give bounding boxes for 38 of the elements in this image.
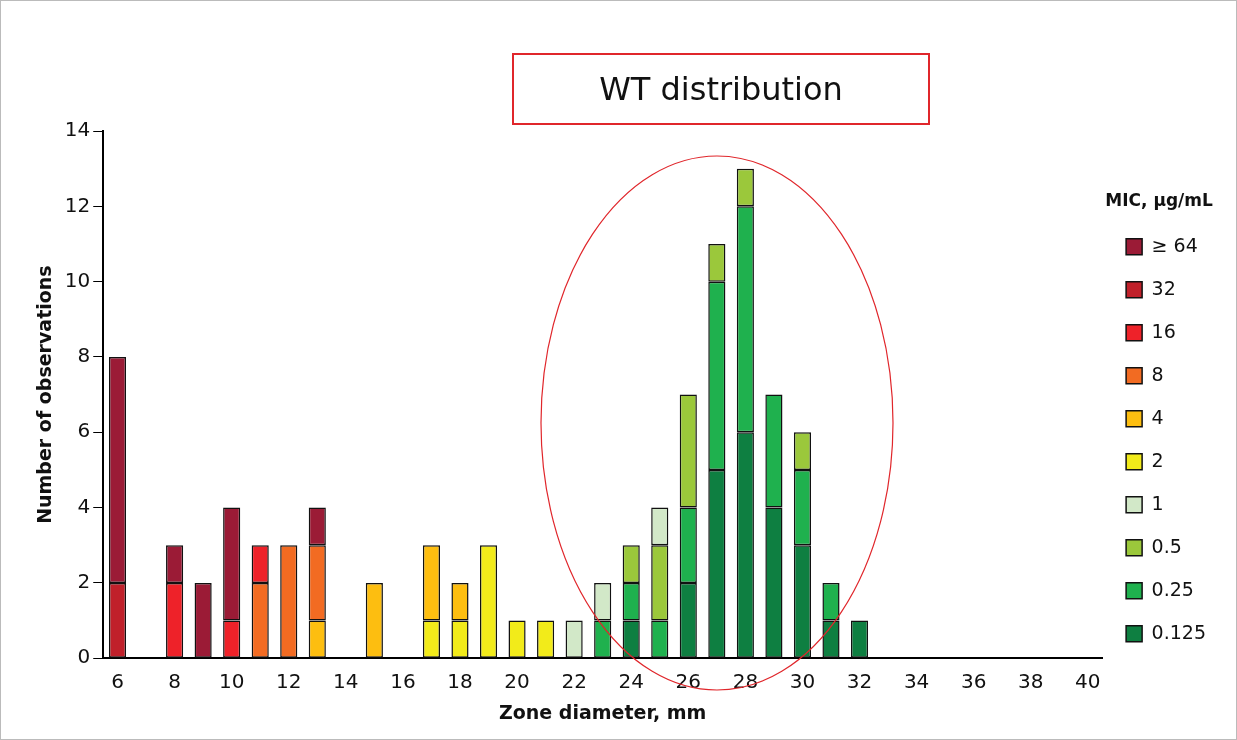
legend-label: ≥ 64	[1151, 233, 1198, 256]
legend-label: 32	[1151, 276, 1176, 299]
y-tick-label: 14	[64, 117, 91, 142]
x-tick-label: 6	[111, 669, 124, 694]
text: WT distribution	[512, 53, 930, 125]
y-tick-label: 10	[64, 267, 91, 292]
y-tick-label: 8	[77, 343, 91, 368]
x-tick-label: 30	[789, 669, 816, 694]
legend-title: MIC, µg/mL	[1105, 189, 1213, 210]
legend-label: 2	[1151, 448, 1164, 471]
x-tick-label: 34	[903, 669, 930, 694]
x-tick-label: 10	[218, 669, 245, 694]
x-tick-label: 38	[1018, 669, 1044, 694]
legend-label: 8	[1151, 362, 1164, 385]
legend-label: 4	[1151, 405, 1164, 428]
x-tick-label: 14	[333, 669, 359, 694]
y-tick-label: 4	[77, 493, 91, 518]
y-tick-label: 12	[64, 192, 91, 217]
y-tick-label: 6	[77, 418, 91, 443]
x-axis-title: Zone diameter, mm	[498, 700, 707, 723]
x-tick-label: 18	[447, 669, 473, 694]
legend-label: 0.25	[1151, 577, 1194, 600]
x-tick-label: 36	[960, 669, 987, 694]
x-tick-label: 24	[618, 669, 644, 694]
x-tick-label: 12	[276, 669, 302, 694]
y-tick-label: 0	[77, 644, 91, 669]
legend-label: 16	[1151, 319, 1176, 342]
y-axis-title: Number of observations	[33, 265, 56, 524]
x-tick-label: 32	[846, 669, 873, 694]
x-tick-label: 20	[504, 669, 530, 694]
x-tick-label: 16	[390, 669, 416, 694]
legend-label: 0.5	[1151, 534, 1182, 557]
x-tick-label: 22	[561, 669, 587, 694]
y-tick-label: 2	[77, 569, 91, 594]
x-tick-label: 40	[1075, 669, 1101, 694]
legend-label: 1	[1151, 491, 1164, 514]
legend-label: 0.125	[1151, 620, 1207, 643]
x-tick-label: 8	[168, 669, 181, 694]
